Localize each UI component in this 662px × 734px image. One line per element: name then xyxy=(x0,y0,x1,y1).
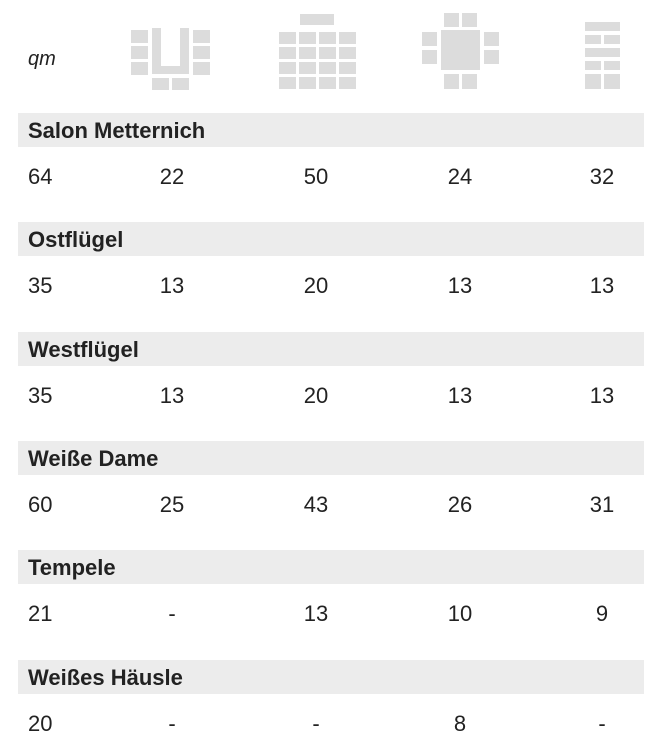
section-header: Ostflügel xyxy=(18,222,644,257)
seat xyxy=(299,77,316,89)
icon-theatre xyxy=(279,14,356,89)
seat xyxy=(279,32,296,44)
cell-value: 10 xyxy=(447,601,473,627)
cell-value: - xyxy=(598,710,606,734)
icon-parliament xyxy=(585,22,620,89)
unit-label: qm xyxy=(28,48,56,70)
cell-value: 13 xyxy=(447,273,473,299)
cell-value: 32 xyxy=(589,164,615,189)
section-header: Tempele xyxy=(18,550,644,585)
cell-value: 8 xyxy=(453,710,467,734)
cell-value: 13 xyxy=(159,273,185,299)
seat xyxy=(299,47,316,59)
cell-value: 13 xyxy=(589,382,615,408)
cell-value: - xyxy=(168,710,176,734)
seat xyxy=(319,47,336,59)
seat xyxy=(319,77,336,89)
cell-value: 22 xyxy=(159,164,185,189)
section-header: Weißes Häusle xyxy=(18,659,644,694)
section-name: Salon Metternich xyxy=(28,118,206,143)
section-header: Salon Metternich xyxy=(18,113,644,147)
cell-value: 24 xyxy=(447,164,473,189)
cell-value: - xyxy=(168,601,176,627)
icon-block xyxy=(422,13,499,89)
cell-value: 20 xyxy=(303,273,329,299)
cell-value: 25 xyxy=(159,491,185,517)
cell-value: 50 xyxy=(303,164,329,189)
cell-value: 31 xyxy=(589,491,615,517)
seat xyxy=(279,62,296,74)
cell-value: 60 xyxy=(28,491,53,517)
seat xyxy=(339,77,356,89)
cell-value: 35 xyxy=(28,382,53,408)
cell-value: - xyxy=(312,710,320,734)
cell-value: 20 xyxy=(303,382,329,408)
cell-value: 20 xyxy=(28,710,53,734)
icon-u-shape xyxy=(131,28,210,90)
seat xyxy=(339,32,356,44)
seat xyxy=(299,32,316,44)
section-name: Ostflügel xyxy=(28,227,124,253)
cell-value: 13 xyxy=(303,601,329,627)
seat xyxy=(279,77,296,89)
section-name: Weißes Häusle xyxy=(28,664,183,690)
cell-value: 64 xyxy=(28,164,53,189)
section-name: Westflügel xyxy=(28,336,139,362)
section-header: Westflügel xyxy=(18,331,644,366)
cell-value: 21 xyxy=(28,601,53,627)
seat xyxy=(339,62,356,74)
cell-value: 9 xyxy=(595,601,609,627)
cell-value: 13 xyxy=(589,273,615,299)
seating-icons xyxy=(131,13,620,90)
section-header: Weiße Dame xyxy=(18,440,644,475)
seat xyxy=(339,47,356,59)
cell-value: 43 xyxy=(303,491,329,517)
cell-value: 35 xyxy=(28,273,53,299)
cell-value: 13 xyxy=(159,382,185,408)
section-name: Weiße Dame xyxy=(28,445,159,471)
seat xyxy=(279,47,296,59)
cell-value: 26 xyxy=(447,491,473,517)
cell-value: 13 xyxy=(447,382,473,408)
seat xyxy=(299,62,316,74)
section-name: Tempele xyxy=(28,555,116,581)
seat xyxy=(319,32,336,44)
seat xyxy=(319,62,336,74)
